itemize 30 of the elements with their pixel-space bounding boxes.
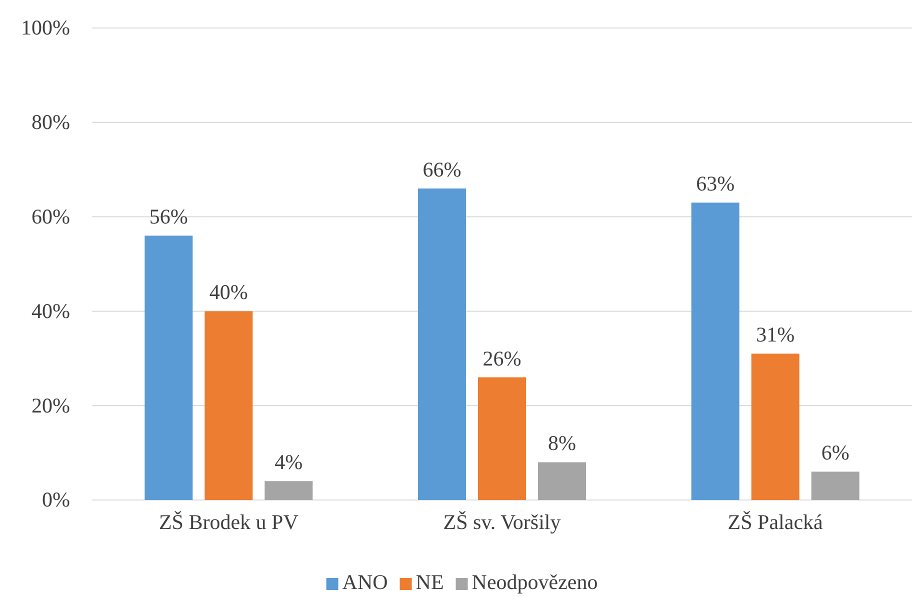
data-label: 66% bbox=[422, 157, 462, 182]
bar bbox=[811, 472, 860, 500]
data-label: 26% bbox=[482, 346, 522, 370]
data-label: 56% bbox=[149, 204, 188, 229]
x-tick-label: ZŠ Brodek u PV bbox=[158, 510, 298, 534]
bar bbox=[751, 354, 800, 500]
data-label: 31% bbox=[756, 322, 795, 347]
bar bbox=[418, 188, 466, 500]
bar bbox=[691, 202, 740, 500]
x-tick-label: ZŠ Palacká bbox=[728, 510, 824, 534]
bar bbox=[264, 481, 313, 500]
y-tick-label: 100% bbox=[21, 16, 70, 40]
bar bbox=[204, 311, 253, 500]
bar bbox=[478, 377, 526, 500]
legend-label: ANO bbox=[342, 570, 388, 594]
x-tick-label: ZŠ sv. Voršily bbox=[443, 510, 562, 534]
y-tick-label: 80% bbox=[32, 110, 70, 134]
y-tick-label: 20% bbox=[32, 393, 70, 418]
data-label: 4% bbox=[274, 450, 303, 474]
y-tick-label: 40% bbox=[32, 298, 70, 323]
data-label: 40% bbox=[209, 280, 248, 304]
legend-label: NE bbox=[416, 570, 444, 594]
data-label: 63% bbox=[696, 172, 735, 196]
data-label: 6% bbox=[821, 440, 850, 465]
bar bbox=[144, 236, 193, 500]
legend-label: Neodpovězeno bbox=[472, 570, 598, 594]
data-label: 8% bbox=[548, 431, 576, 456]
y-tick-label: 60% bbox=[32, 204, 70, 229]
y-tick-label: 0% bbox=[42, 488, 70, 512]
bar bbox=[538, 462, 586, 500]
